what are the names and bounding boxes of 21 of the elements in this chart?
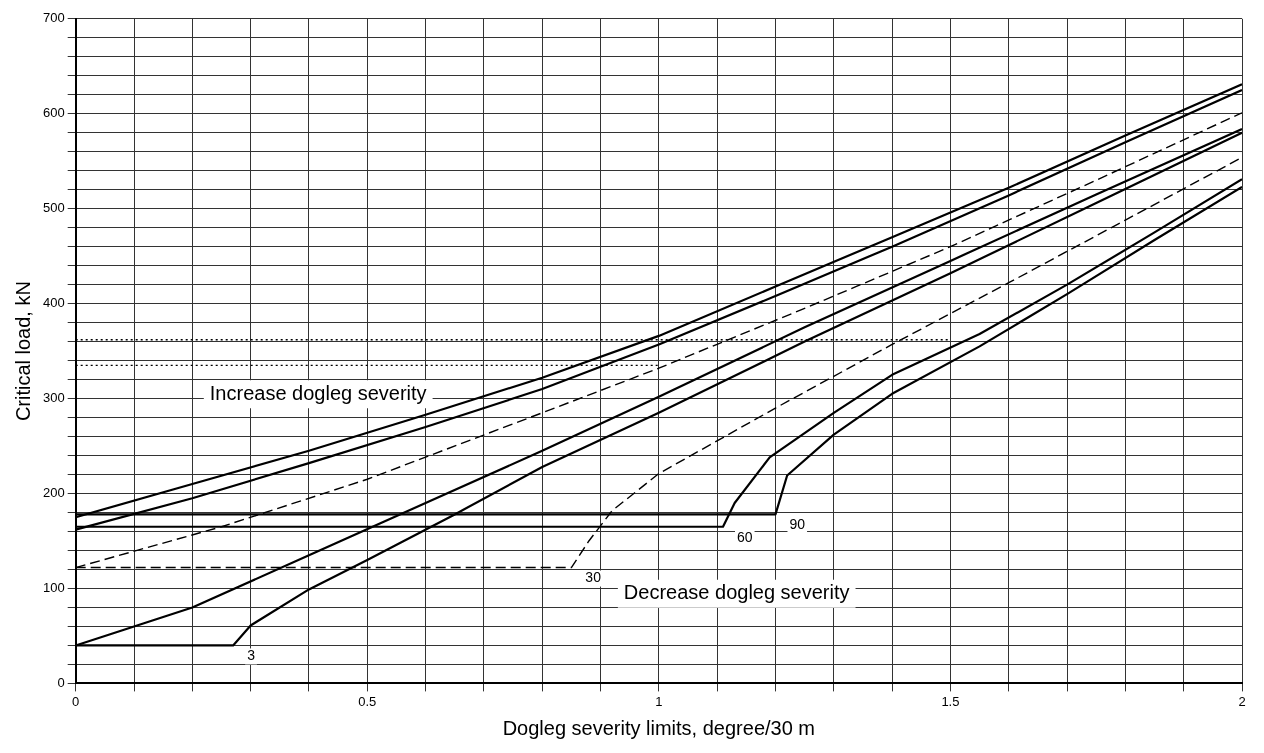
- annotation: 90: [789, 516, 806, 533]
- x-tick-label: 1.5: [941, 693, 960, 709]
- annotation: 30: [585, 569, 602, 586]
- annotation: 60: [736, 528, 753, 545]
- y-tick-label: 700: [42, 10, 65, 26]
- y-tick-label: 600: [42, 105, 65, 121]
- y-tick-label: 400: [42, 295, 65, 311]
- y-tick-label: 100: [42, 580, 65, 596]
- x-tick-label: 0: [72, 693, 80, 709]
- y-tick-label: 500: [42, 200, 65, 216]
- x-tick-label: 1: [655, 693, 663, 709]
- y-tick-label: 200: [42, 485, 65, 501]
- annotation: 3: [247, 647, 256, 664]
- y-tick-label: 300: [42, 390, 65, 406]
- annotation: Decrease dogleg severity: [623, 581, 850, 604]
- annotation: Increase dogleg severity: [209, 381, 427, 404]
- y-axis-title: Critical load, kN: [11, 281, 34, 422]
- x-tick-label: 0.5: [358, 693, 377, 709]
- y-tick-label: 0: [57, 674, 65, 690]
- x-tick-label: 2: [1238, 693, 1246, 709]
- x-axis-title: Dogleg severity limits, degree/30 m: [502, 716, 816, 739]
